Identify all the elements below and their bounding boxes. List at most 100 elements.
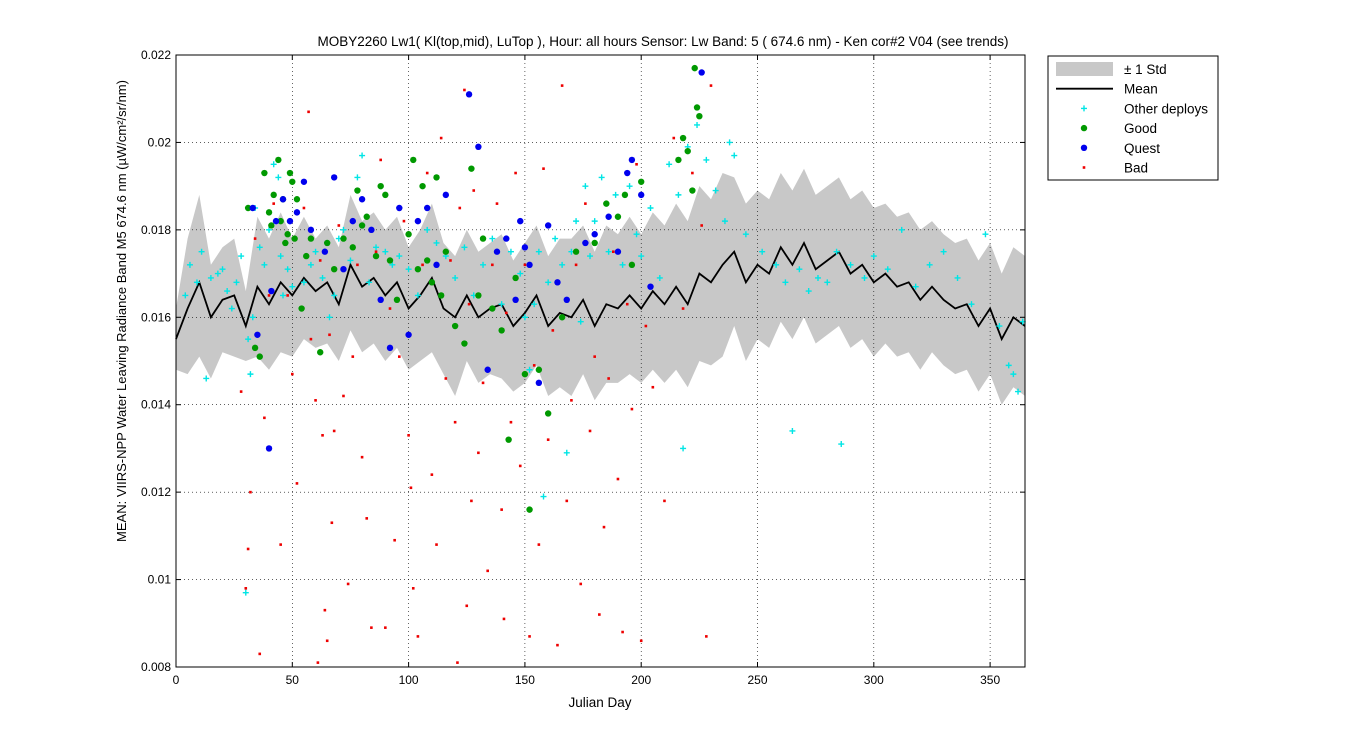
point-other <box>300 279 307 286</box>
point-other <box>256 244 263 251</box>
point-other <box>838 441 845 448</box>
point-good <box>372 252 380 260</box>
point-quest <box>544 222 552 229</box>
point-other <box>789 427 796 434</box>
point-quest <box>591 231 598 238</box>
point-other <box>359 152 366 159</box>
point-quest <box>293 209 301 216</box>
point-other <box>275 174 282 181</box>
point-bad <box>470 499 473 503</box>
y-tick-label: 0.02 <box>148 135 172 149</box>
point-good <box>442 248 450 255</box>
point-bad <box>253 237 257 240</box>
point-quest <box>465 91 473 98</box>
point-other <box>517 270 524 277</box>
point-quest <box>647 283 654 290</box>
point-good <box>340 235 347 242</box>
point-other <box>307 261 314 268</box>
point-quest <box>433 261 440 269</box>
point-good <box>468 165 475 172</box>
point-bad <box>325 639 329 643</box>
point-quest <box>424 204 431 212</box>
point-bad <box>672 136 676 140</box>
point-good <box>512 274 519 282</box>
point-good <box>461 340 468 347</box>
point-bad <box>570 399 573 402</box>
point-good <box>291 235 298 242</box>
point-bad <box>402 219 406 223</box>
point-good <box>282 239 289 247</box>
point-other <box>703 156 710 163</box>
legend-item-mean: Mean <box>1056 82 1158 97</box>
point-other <box>694 121 701 128</box>
point-good <box>268 222 275 229</box>
point-bad <box>465 604 469 608</box>
point-other <box>207 274 214 281</box>
point-other <box>266 226 273 233</box>
legend: ± 1 Std Mean Other deploys Good Quest Bad <box>1047 55 1219 181</box>
point-bad <box>314 399 317 402</box>
legend-swatch <box>1080 144 1088 151</box>
series-bad <box>239 84 713 664</box>
point-other <box>224 288 231 295</box>
point-bad <box>681 307 685 310</box>
point-other <box>540 493 547 500</box>
point-other <box>954 274 961 281</box>
point-bad <box>542 167 545 170</box>
point-other <box>354 174 361 181</box>
legend-item-bad: Bad <box>1082 161 1148 176</box>
point-bad <box>330 521 334 525</box>
point-other <box>940 248 947 255</box>
point-other <box>186 261 193 268</box>
point-quest <box>307 226 315 234</box>
point-quest <box>563 296 570 303</box>
point-bad <box>504 311 508 315</box>
y-tick-label: 0.008 <box>141 660 171 674</box>
point-good <box>393 296 401 303</box>
point-good <box>323 239 331 247</box>
point-good <box>382 191 389 199</box>
point-other <box>247 371 254 378</box>
point-bad <box>523 263 527 267</box>
ticks-layer: 0 50 100 150 200 250 300 350 0.008 0.01 0.012 0.014… <box>141 48 1025 687</box>
point-other <box>498 301 505 308</box>
point-other <box>526 366 533 373</box>
point-other <box>968 301 975 308</box>
legend-item-other-deploys: Other deploys <box>1081 101 1208 116</box>
point-bad <box>279 543 282 546</box>
point-quest <box>526 261 533 269</box>
x-tick-label: 100 <box>399 673 419 687</box>
point-bad <box>598 613 601 616</box>
point-good <box>428 279 436 286</box>
point-good <box>349 244 356 251</box>
point-quest <box>349 217 356 225</box>
grid-layer <box>176 55 1025 667</box>
point-good <box>363 213 370 220</box>
plot-frame <box>175 54 1026 668</box>
legend-item-good: Good <box>1080 121 1157 136</box>
point-bad <box>502 617 506 621</box>
point-bad <box>295 482 299 485</box>
point-bad <box>495 202 499 205</box>
point-other <box>552 235 559 242</box>
point-other <box>912 283 919 290</box>
point-good <box>479 235 487 242</box>
point-good <box>505 436 512 443</box>
series-quest <box>249 69 705 452</box>
point-bad <box>425 171 429 175</box>
point-quest <box>330 174 338 181</box>
point-other <box>577 318 584 325</box>
point-bad <box>258 652 262 656</box>
point-bad <box>593 355 596 358</box>
point-good <box>330 266 338 273</box>
legend-label: Mean <box>1124 82 1158 97</box>
point-other <box>796 266 803 273</box>
x-tick-label: 50 <box>286 673 300 687</box>
point-bad <box>351 355 355 358</box>
series-other-deploys <box>182 121 1026 596</box>
y-tick-label: 0.018 <box>141 223 171 237</box>
point-quest <box>605 213 612 220</box>
point-other <box>721 218 728 225</box>
point-other <box>331 292 338 299</box>
point-quest <box>628 156 636 164</box>
